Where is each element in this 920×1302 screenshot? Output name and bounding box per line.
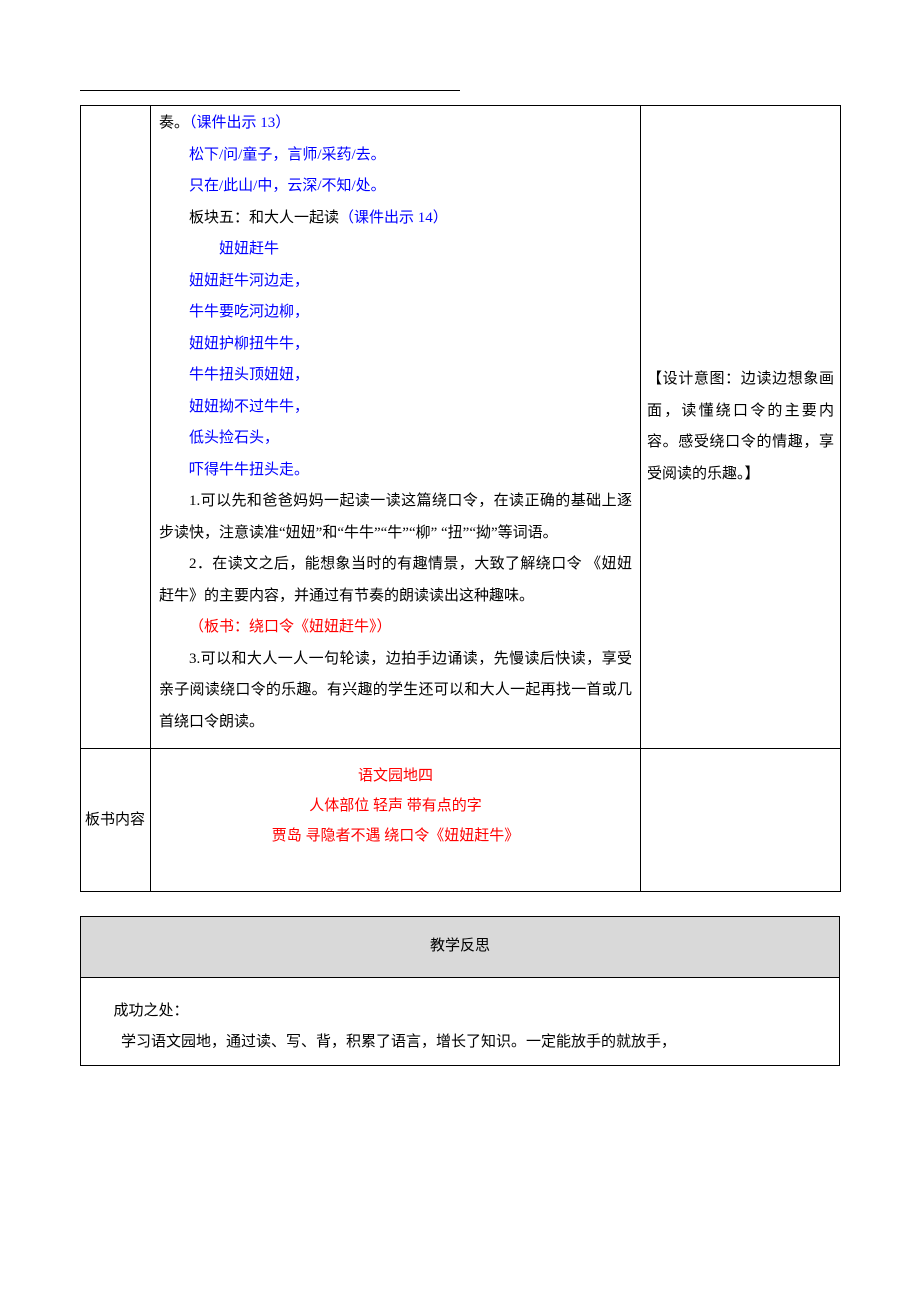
reflection-body-cell: 成功之处： 学习语文园地，通过读、写、背，积累了语言，增长了知识。一定能放手的就… xyxy=(81,977,840,1065)
tt-line-5: 妞妞拗不过牛牛， xyxy=(159,392,632,424)
tongue-twister-title: 妞妞赶牛 xyxy=(159,234,632,266)
tt-line-1: 妞妞赶牛河边走， xyxy=(159,266,632,298)
table-row: 板书内容 语文园地四 人体部位 轻声 带有点的字 贾岛 寻隐者不遇 绕口令《妞妞… xyxy=(81,749,841,892)
text-zou: 奏。 xyxy=(159,115,189,131)
tt-line-7: 吓得牛牛扭头走。 xyxy=(159,455,632,487)
board-title: 语文园地四 xyxy=(155,761,636,791)
table-row: 成功之处： 学习语文园地，通过读、写、背，积累了语言，增长了知识。一定能放手的就… xyxy=(81,977,840,1065)
lesson-table: 奏。（课件出示 13） 松下/问/童子，言师/采药/去。 只在/此山/中，云深/… xyxy=(80,105,841,892)
reflection-table: 教学反思 成功之处： 学习语文园地，通过读、写、背，积累了语言，增长了知识。一定… xyxy=(80,916,840,1066)
design-intent-text: 【设计意图：边读边想象画面，读懂绕口令的主要内容。感受绕口令的情趣，享受阅读的乐… xyxy=(647,364,834,490)
instruction-1: 1.可以先和爸爸妈妈一起读一读这篇绕口令，在读正确的基础上逐步读快，注意读准“妞… xyxy=(159,486,632,549)
courseware-ref-13: （课件出示 13） xyxy=(189,115,290,131)
board-line-2: 贾岛 寻隐者不遇 绕口令《妞妞赶牛》 xyxy=(155,821,636,851)
reflection-body-text: 学习语文园地，通过读、写、背，积累了语言，增长了知识。一定能放手的就放手， xyxy=(91,1027,829,1059)
table-row: 奏。（课件出示 13） 松下/问/童子，言师/采药/去。 只在/此山/中，云深/… xyxy=(81,106,841,749)
instruction-2: 2．在读文之后，能想象当时的有趣情景，大致了解绕口令 《妞妞赶牛》的主要内容，并… xyxy=(159,549,632,612)
board-line-1: 人体部位 轻声 带有点的字 xyxy=(155,791,636,821)
poem-line-1: 松下/问/童子，言师/采药/去。 xyxy=(159,140,632,172)
tt-line-2: 牛牛要吃河边柳， xyxy=(159,297,632,329)
reflection-header: 教学反思 xyxy=(81,917,840,978)
board-note-inline: （板书：绕口令《妞妞赶牛》） xyxy=(159,612,632,644)
tt-line-3: 妞妞护柳扭牛牛， xyxy=(159,329,632,361)
table-row: 教学反思 xyxy=(81,917,840,978)
line-zou: 奏。（课件出示 13） xyxy=(159,108,632,140)
courseware-ref-14: （课件出示 14） xyxy=(339,210,448,226)
main-content-cell: 奏。（课件出示 13） 松下/问/童子，言师/采药/去。 只在/此山/中，云深/… xyxy=(151,106,641,749)
row1-label-cell xyxy=(81,106,151,749)
board-label-cell: 板书内容 xyxy=(81,749,151,892)
tt-line-4: 牛牛扭头顶妞妞， xyxy=(159,360,632,392)
board-content-cell: 语文园地四 人体部位 轻声 带有点的字 贾岛 寻隐者不遇 绕口令《妞妞赶牛》 xyxy=(151,749,641,892)
poem-line-2: 只在/此山/中，云深/不知/处。 xyxy=(159,171,632,203)
instruction-3: 3.可以和大人一人一句轮读，边拍手边诵读，先慢读后快读，享受亲子阅读绕口令的乐趣… xyxy=(159,644,632,739)
section-five-heading: 板块五：和大人一起读（课件出示 14） xyxy=(159,203,632,235)
board-side-empty xyxy=(641,749,841,892)
design-intent-cell: 【设计意图：边读边想象画面，读懂绕口令的主要内容。感受绕口令的情趣，享受阅读的乐… xyxy=(641,106,841,749)
section-five-label: 板块五：和大人一起读 xyxy=(189,210,339,226)
reflection-subheading: 成功之处： xyxy=(91,996,829,1028)
tt-line-6: 低头捡石头， xyxy=(159,423,632,455)
page-top-rule xyxy=(80,90,460,91)
